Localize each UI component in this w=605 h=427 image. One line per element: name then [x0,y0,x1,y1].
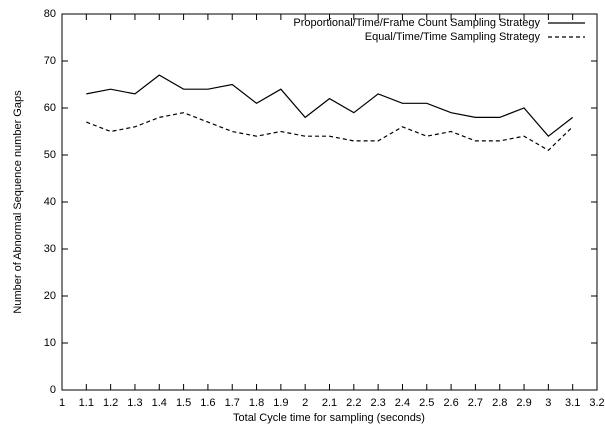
x-tick-label: 1.7 [225,397,240,409]
y-tick-label: 20 [44,290,56,302]
x-tick-label: 1.1 [79,397,94,409]
x-tick-label: 2.2 [346,397,361,409]
x-tick-label: 2.1 [322,397,337,409]
y-tick-label: 40 [44,196,56,208]
y-tick-label: 30 [44,243,56,255]
x-tick-label: 1.8 [249,397,264,409]
x-tick-label: 2.5 [419,397,434,409]
y-tick-label: 10 [44,337,56,349]
legend-label: Proportional/Time/Frame Count Sampling S… [293,17,540,29]
x-tick-label: 1.6 [200,397,215,409]
y-tick-label: 70 [44,55,56,67]
x-tick-label: 1 [59,397,65,409]
x-tick-label: 1.5 [176,397,191,409]
x-tick-label: 1.4 [152,397,167,409]
x-axis-label: Total Cycle time for sampling (seconds) [233,412,425,424]
y-tick-label: 0 [50,384,56,396]
x-tick-label: 3 [545,397,551,409]
legend-label: Equal/Time/Time Sampling Strategy [365,31,541,43]
plot-frame [61,13,598,391]
x-tick-label: 1.2 [103,397,118,409]
x-tick-label: 3.1 [565,397,580,409]
series-line [86,74,574,138]
x-tick-label: 1.3 [127,397,142,409]
y-tick-label: 60 [44,102,56,114]
x-tick-label: 3.2 [589,397,604,409]
x-tick-label: 2.8 [492,397,507,409]
x-tick-label: 1.9 [273,397,288,409]
x-tick-label: 2.3 [370,397,385,409]
series-line [86,112,574,152]
y-tick-label: 80 [44,8,56,20]
x-tick-label: 2.6 [443,397,458,409]
x-tick-label: 2.7 [468,397,483,409]
y-axis-label: Number of Abnormal Sequence number Gaps [12,90,24,314]
x-tick-label: 2 [302,397,308,409]
y-tick-label: 50 [44,149,56,161]
x-tick-label: 2.9 [516,397,531,409]
x-tick-label: 2.4 [395,397,410,409]
